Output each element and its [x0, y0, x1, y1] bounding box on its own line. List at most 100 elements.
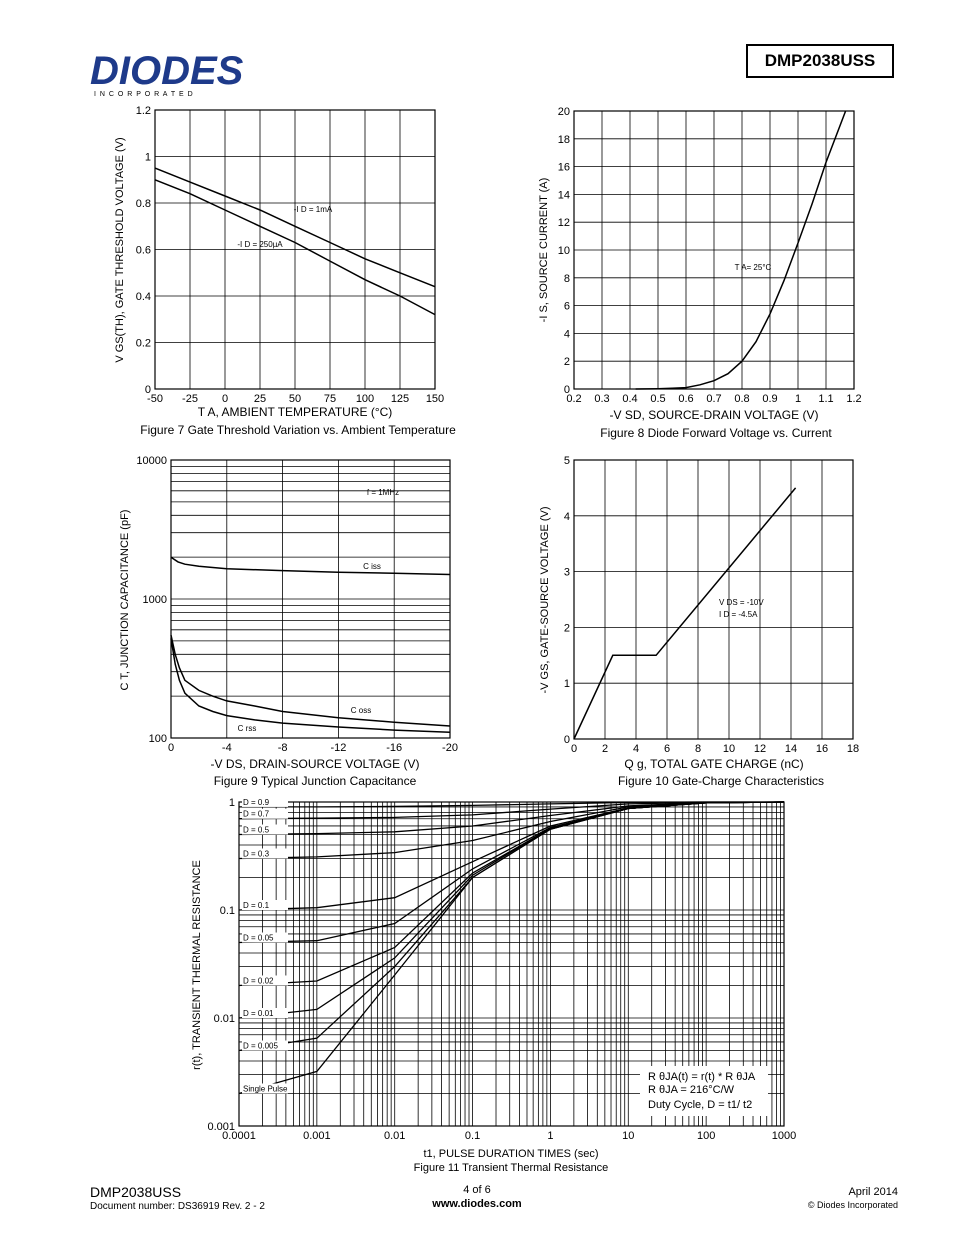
- logo-subtitle: I N C O R P O R A T E D: [94, 91, 194, 98]
- y-tick-label: 18: [558, 134, 570, 146]
- x-tick-label: 2: [602, 743, 608, 755]
- y-tick-label: 4: [564, 328, 570, 340]
- curve-label-bg: [242, 900, 288, 910]
- y-tick-label: 100: [149, 733, 167, 745]
- curve-label-bg: [242, 1083, 288, 1094]
- plot-frame: [573, 459, 854, 740]
- fig11-caption: Figure 11 Transient Thermal Resistance: [414, 1162, 609, 1174]
- fig9-chart: 0 -4 -8 -12 -16 -20 100 1000 10000 -V DS, DRAIN-S…: [119, 455, 458, 788]
- footer-date: April 2014: [848, 1186, 898, 1198]
- plot-frame: [170, 459, 451, 739]
- series-line-0: [154, 167, 436, 288]
- series-line-2: [170, 638, 451, 733]
- y-tick-label: 10: [558, 245, 570, 257]
- series-line-0: [170, 556, 451, 576]
- y-tick-label: 0.01: [214, 1013, 235, 1025]
- y-tick-label: 0.2: [136, 338, 151, 350]
- fig9-crss-label: C rss: [238, 724, 257, 733]
- curve-label: D = 0.02: [243, 976, 274, 985]
- y-tick-label: 0.4: [136, 291, 151, 303]
- y-tick-label: 0.001: [207, 1121, 235, 1133]
- fig11-ylabel: r(t), TRANSIENT THERMAL RESISTANCE: [191, 860, 203, 1070]
- x-tick-label: 12: [754, 743, 766, 755]
- y-tick-label: 5: [564, 455, 570, 467]
- x-tick-label: 0.8: [734, 393, 749, 405]
- curve-label-bg: [242, 796, 288, 807]
- fig9-ciss-label: C iss: [363, 562, 381, 571]
- series-line-0: [635, 110, 847, 390]
- x-tick-label: 125: [391, 393, 409, 405]
- diodes-logo-graphic: DIODES I N C O R P O R A T E D: [90, 49, 244, 98]
- fig7-label-1ma: -I D = 1mA: [294, 205, 333, 214]
- x-tick-label: 1: [547, 1130, 553, 1142]
- fig9-freq: f = 1MHz: [367, 488, 399, 497]
- y-tick-label: 0: [145, 384, 151, 396]
- series-line-9: [238, 801, 785, 1095]
- legend-line-3: Duty Cycle, D = t1/ t2: [648, 1099, 752, 1111]
- footer-page: 4 of 6: [463, 1184, 491, 1196]
- logo-wordmark: DIODES: [90, 50, 244, 93]
- x-tick-label: 6: [664, 743, 670, 755]
- x-tick-label: 0: [168, 742, 174, 754]
- footer-url[interactable]: www.diodes.com: [432, 1198, 522, 1210]
- x-tick-label: 75: [324, 393, 336, 405]
- x-tick-label: 8: [695, 743, 701, 755]
- x-tick-label: 0.2: [566, 393, 581, 405]
- plot-frame: [154, 109, 436, 390]
- y-tick-label: 2: [564, 622, 570, 634]
- fig8-xlabel: -V SD, SOURCE-DRAIN VOLTAGE (V): [610, 408, 819, 422]
- fig8-chart: 0.2 0.3 0.4 0.5 0.6 0.7 0.8 0.9 1 1.1 1.2 0 2 4 6 8 10 12…: [538, 106, 862, 440]
- part-number-box: DMP2038USS: [746, 44, 894, 78]
- x-tick-label: 0.4: [622, 393, 637, 405]
- fig7-ylabel: V GS(TH), GATE THRESHOLD VOLTAGE (V): [114, 137, 126, 362]
- x-tick-label: -20: [442, 742, 458, 754]
- y-tick-label: 1: [229, 797, 235, 809]
- curve-label: D = 0.5: [243, 826, 270, 835]
- y-tick-label: 8: [564, 273, 570, 285]
- fig10-xlabel: Q g, TOTAL GATE CHARGE (nC): [624, 757, 803, 771]
- x-tick-label: 1.2: [846, 393, 861, 405]
- x-tick-label: -25: [182, 393, 198, 405]
- x-tick-label: 1: [795, 393, 801, 405]
- x-tick-label: 1.1: [818, 393, 833, 405]
- curve-label-bg: [242, 1008, 288, 1018]
- curve-label: D = 0.05: [243, 934, 274, 943]
- legend-line-1: R θJA(t) = r(t) * R θJA: [648, 1071, 756, 1083]
- y-tick-label: 0.6: [136, 245, 151, 257]
- curve-label: D = 0.005: [243, 1042, 278, 1051]
- curve-label-bg: [242, 1040, 288, 1051]
- curve-label-bg: [242, 808, 288, 819]
- y-tick-label: 1000: [143, 594, 167, 606]
- x-tick-label: 0.5: [650, 393, 665, 405]
- y-tick-label: 12: [558, 217, 570, 229]
- fig9-coss-label: C oss: [351, 706, 371, 715]
- legend-box: [640, 1066, 768, 1116]
- x-tick-label: -12: [330, 742, 346, 754]
- fig10-ylabel: -V GS, GATE-SOURCE VOLTAGE (V): [539, 506, 551, 693]
- x-tick-label: 0.9: [762, 393, 777, 405]
- footer-part: DMP2038USS: [90, 1184, 182, 1200]
- fig11-chart: 0.0001 0.001 0.01 0.1 1 10 100 10000.0010.010.1…: [191, 796, 796, 1174]
- fig10-id-label: I D = -4.5A: [719, 610, 758, 619]
- x-tick-label: 0.1: [465, 1130, 480, 1142]
- y-tick-label: 3: [564, 567, 570, 579]
- curve-label: Single Pulse: [243, 1084, 288, 1093]
- series-line-0: [573, 487, 797, 740]
- x-tick-label: 0.001: [303, 1130, 331, 1142]
- legend-line-2: R θJA = 216°C/W: [648, 1084, 735, 1096]
- x-tick-label: 0.0001: [222, 1130, 256, 1142]
- x-tick-label: 50: [289, 393, 301, 405]
- fig9-xlabel: -V DS, DRAIN-SOURCE VOLTAGE (V): [211, 757, 420, 771]
- x-tick-label: -50: [147, 393, 163, 405]
- fig7-chart: -50 -25 0 25 50 75 100 125 150 0 0.2 0.4 0.6 0.8 1 1.2 T…: [114, 105, 456, 437]
- y-tick-label: 14: [558, 189, 570, 201]
- series-line-1: [170, 634, 451, 727]
- x-tick-label: 25: [254, 393, 266, 405]
- plot-frame: [238, 801, 785, 1127]
- x-tick-label: 150: [426, 393, 444, 405]
- y-tick-label: 0.1: [220, 905, 235, 917]
- y-tick-label: 6: [564, 301, 570, 313]
- x-tick-label: 0: [571, 743, 577, 755]
- x-tick-label: 100: [697, 1130, 715, 1142]
